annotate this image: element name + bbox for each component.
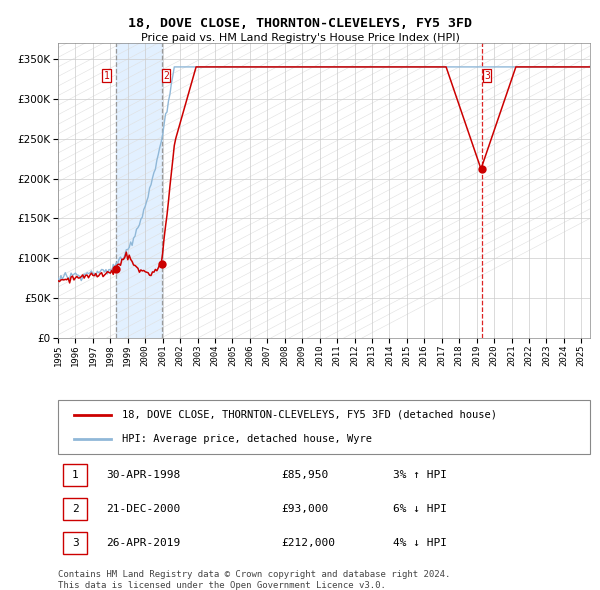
Bar (64, 532, 87, 554)
Text: 2: 2 (72, 504, 79, 514)
Text: HPI: Average price, detached house, Wyre: HPI: Average price, detached house, Wyre (122, 434, 372, 444)
Bar (64, 498, 87, 520)
Text: £85,950: £85,950 (281, 470, 329, 480)
Bar (64, 464, 87, 486)
Text: 2: 2 (163, 71, 169, 81)
Text: 3: 3 (484, 71, 490, 81)
Text: 26-APR-2019: 26-APR-2019 (106, 538, 180, 548)
Text: Contains HM Land Registry data © Crown copyright and database right 2024.: Contains HM Land Registry data © Crown c… (58, 570, 451, 579)
Text: 1: 1 (104, 71, 110, 81)
Text: This data is licensed under the Open Government Licence v3.0.: This data is licensed under the Open Gov… (58, 581, 386, 590)
Text: 21-DEC-2000: 21-DEC-2000 (106, 504, 180, 514)
Bar (116, 43, 162, 338)
Text: Price paid vs. HM Land Registry's House Price Index (HPI): Price paid vs. HM Land Registry's House … (140, 33, 460, 43)
Text: £212,000: £212,000 (281, 538, 335, 548)
Text: 1: 1 (72, 470, 79, 480)
Text: 3: 3 (72, 538, 79, 548)
Text: £93,000: £93,000 (281, 504, 329, 514)
Text: 30-APR-1998: 30-APR-1998 (106, 470, 180, 480)
Text: 4% ↓ HPI: 4% ↓ HPI (393, 538, 447, 548)
Text: 3% ↑ HPI: 3% ↑ HPI (393, 470, 447, 480)
Text: 6% ↓ HPI: 6% ↓ HPI (393, 504, 447, 514)
Text: 18, DOVE CLOSE, THORNTON-CLEVELEYS, FY5 3FD (detached house): 18, DOVE CLOSE, THORNTON-CLEVELEYS, FY5 … (122, 409, 497, 419)
Text: 18, DOVE CLOSE, THORNTON-CLEVELEYS, FY5 3FD: 18, DOVE CLOSE, THORNTON-CLEVELEYS, FY5 … (128, 17, 472, 30)
